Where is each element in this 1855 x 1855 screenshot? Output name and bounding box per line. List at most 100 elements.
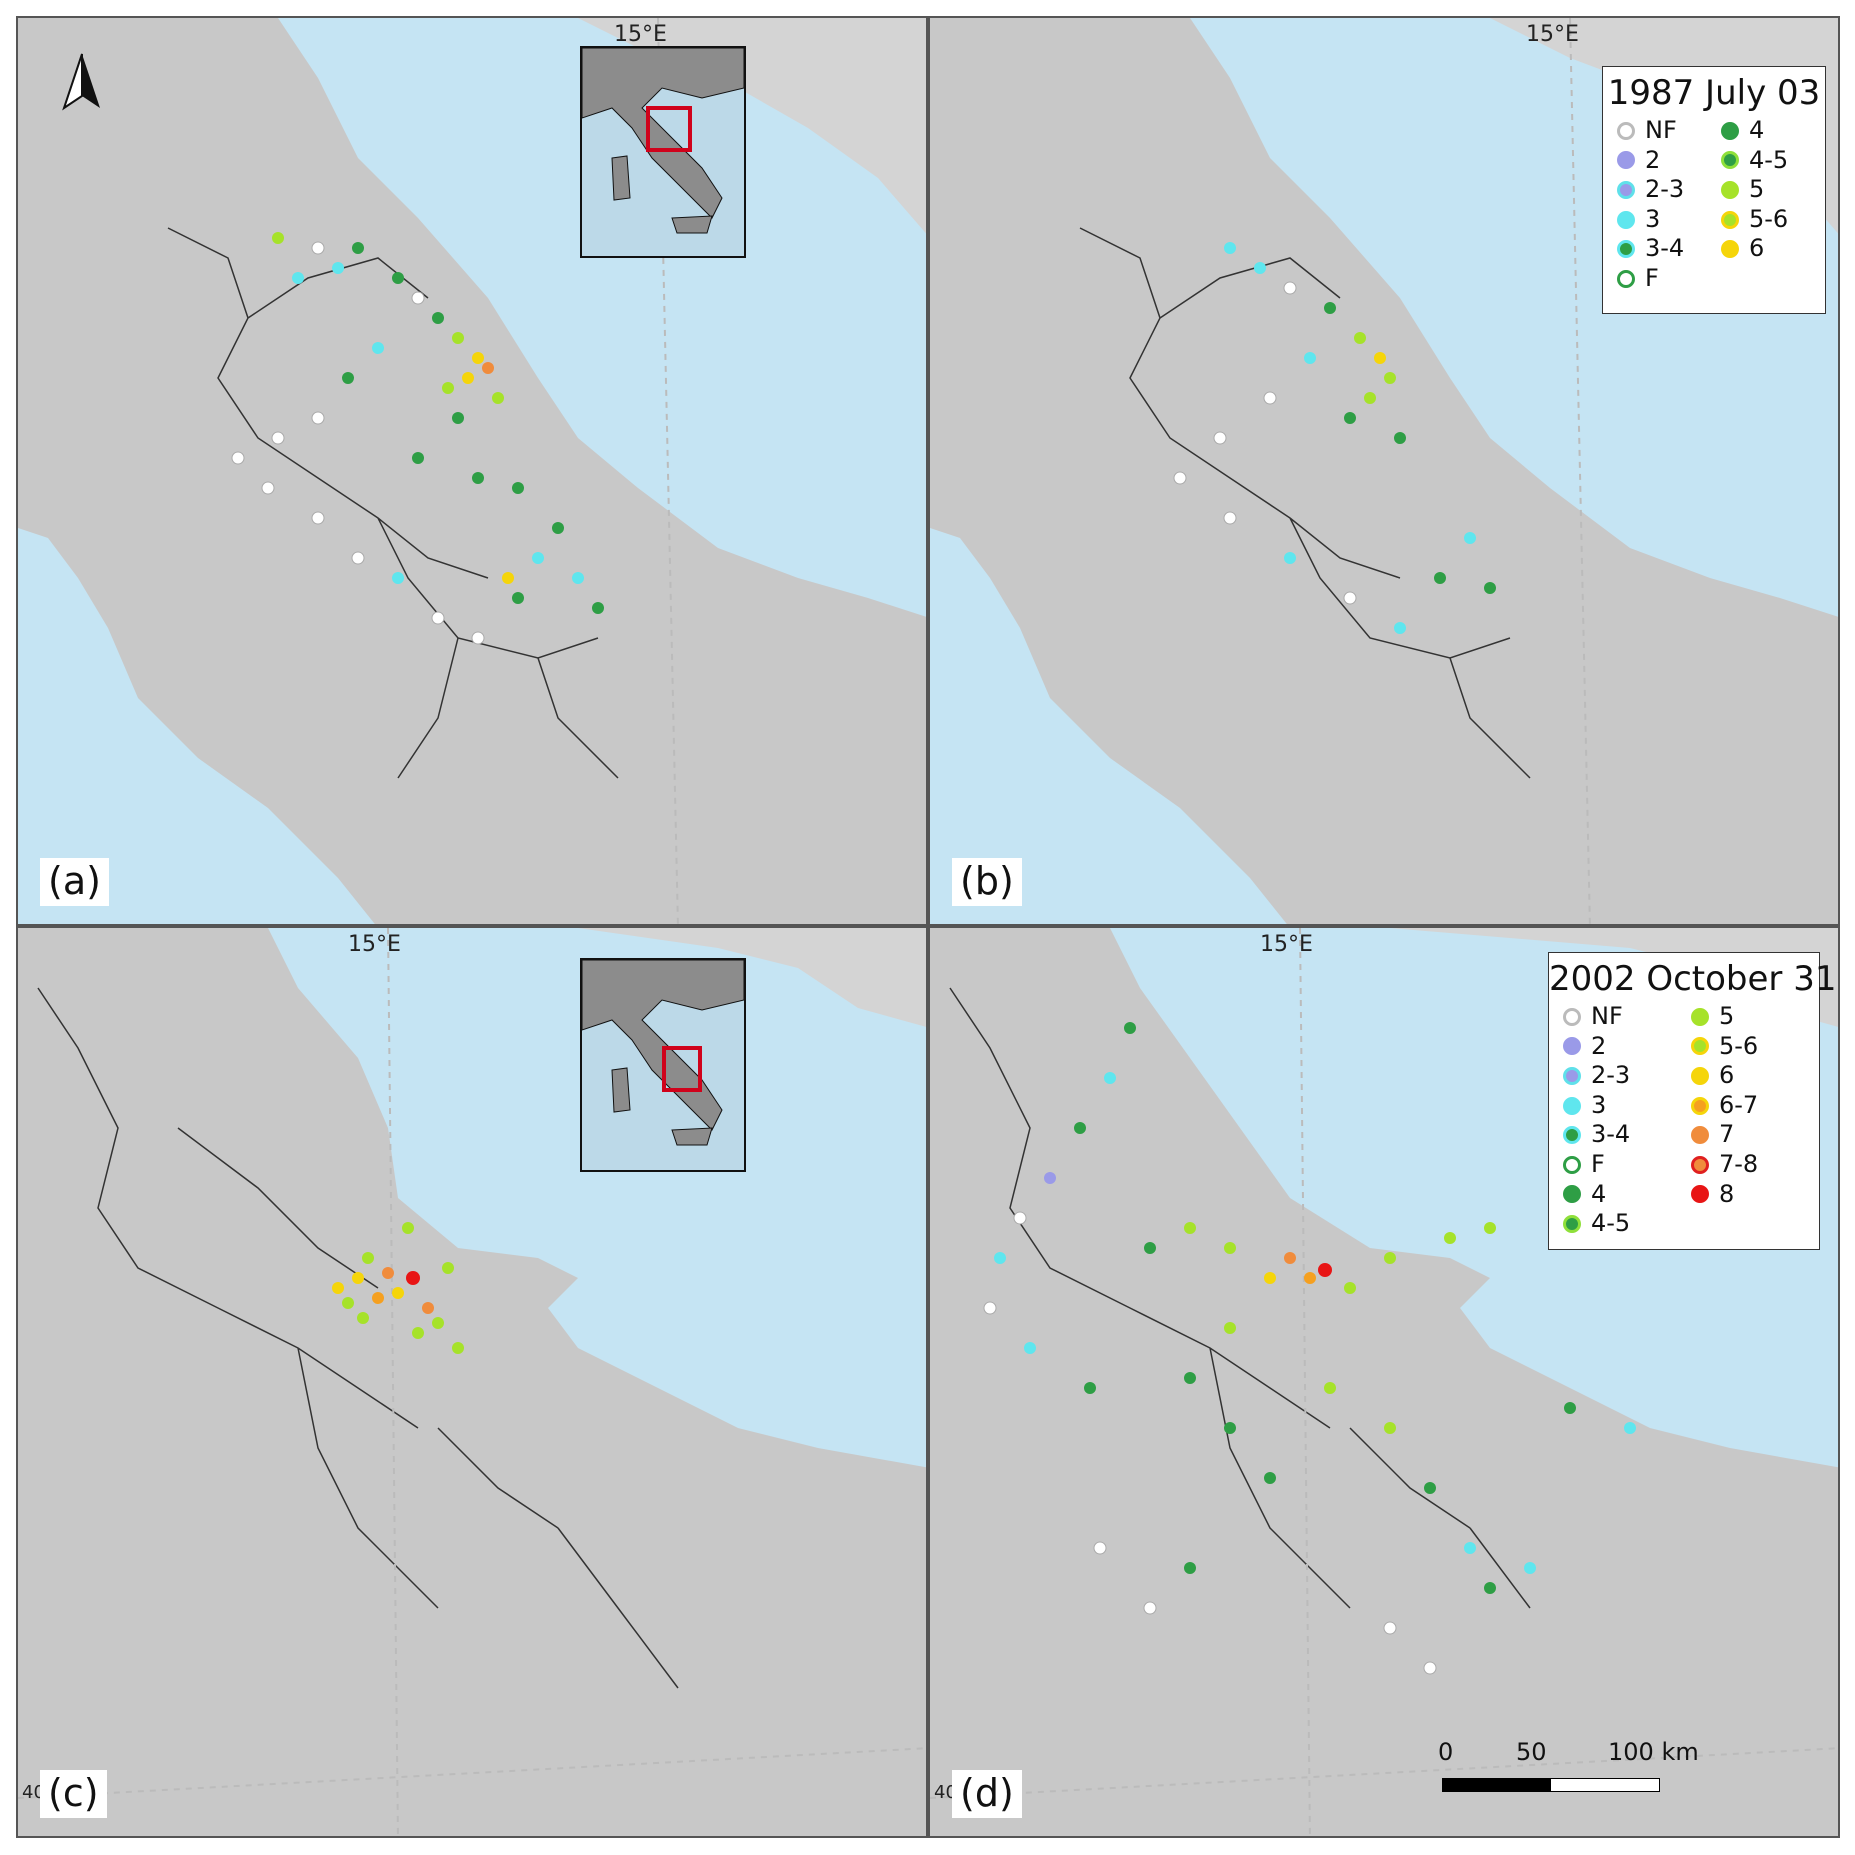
legend-symbol-icon — [1691, 1037, 1709, 1056]
legend-item-label: 2 — [1645, 145, 1661, 174]
scale-label-0: 0 — [1438, 1738, 1454, 1766]
legend-symbol-icon — [1563, 1155, 1581, 1174]
legend-item-label: F — [1645, 263, 1659, 292]
legend-symbol-icon — [1617, 269, 1635, 288]
legend-item-label: 6-7 — [1719, 1090, 1759, 1119]
scale-label-50: 50 — [1516, 1738, 1547, 1766]
scale-label-100: 100 km — [1608, 1738, 1699, 1766]
legend-symbol-icon — [1617, 121, 1635, 140]
locator-inset-a — [580, 46, 746, 258]
legend-item-label: 7-8 — [1719, 1149, 1759, 1178]
legend-symbol-icon — [1563, 1214, 1581, 1233]
peninsula-land — [18, 928, 926, 1836]
legend-item: 2-3 — [1617, 176, 1707, 204]
panel-b-map: 15°E 1987 July 03 NF 4 2 4-5 2-3 5 3 5-6 3-4 6 F (… — [928, 16, 1840, 926]
legend-symbol-icon — [1563, 1185, 1581, 1204]
scale-bar-white — [1550, 1778, 1660, 1792]
legend-item-label: 2-3 — [1645, 175, 1685, 204]
latitude-label: 40 — [934, 1782, 957, 1803]
legend-item: 5 — [1721, 176, 1811, 204]
legend-item: 7 — [1691, 1121, 1805, 1149]
locator-inset-c — [580, 958, 746, 1172]
legend-item: 3 — [1617, 205, 1707, 234]
legend-symbol-icon — [1721, 210, 1739, 229]
legend-item: 6 — [1691, 1062, 1805, 1090]
scale-bar-black — [1442, 1778, 1552, 1792]
panel-label: (c) — [40, 1770, 107, 1818]
legend-item-label: 4-5 — [1749, 145, 1789, 174]
peninsula-land — [930, 18, 1838, 924]
peninsula-land — [18, 18, 926, 924]
legend-item: 5-6 — [1691, 1032, 1805, 1061]
legend-item: 4 — [1721, 116, 1811, 145]
legend-item: 3-4 — [1617, 235, 1707, 263]
legend-symbol-icon — [1563, 1066, 1581, 1085]
legend-symbol-icon — [1691, 1155, 1709, 1174]
legend-symbol-icon — [1691, 1185, 1709, 1204]
legend-item-label: 5-6 — [1749, 204, 1789, 233]
region-borders — [37, 987, 679, 1689]
map-c-basemap — [18, 928, 926, 1836]
legend-item-label: 4-5 — [1591, 1209, 1631, 1238]
legend-item: 5 — [1691, 1002, 1805, 1031]
legend-item: 3 — [1563, 1091, 1677, 1120]
legend-symbol-icon — [1563, 1037, 1581, 1056]
legend-item: 2 — [1563, 1031, 1677, 1061]
legend-item: 6 — [1721, 235, 1811, 263]
legend-title: 2002 October 31 — [1549, 959, 1837, 999]
legend-item: 4-5 — [1721, 145, 1811, 175]
legend-item: 4 — [1563, 1179, 1677, 1209]
legend-item-label: 4 — [1591, 1179, 1607, 1208]
legend-symbol-icon — [1721, 121, 1739, 140]
map-b-basemap — [930, 18, 1838, 924]
legend-item-label: NF — [1645, 116, 1677, 144]
legend-item-label: NF — [1591, 1002, 1623, 1030]
legend-item-label: 8 — [1719, 1179, 1735, 1208]
intensity-points-c — [332, 1222, 464, 1354]
legend-item-label: 5 — [1719, 1002, 1735, 1030]
region-borders — [949, 987, 1531, 1609]
legend-symbol-icon — [1691, 1007, 1709, 1026]
legend-item: 3-4 — [1563, 1121, 1677, 1149]
panel-c-map: 15°E 40 (c) — [16, 926, 928, 1838]
legend-item-label: 2 — [1591, 1031, 1607, 1060]
balkan-land — [578, 928, 926, 1027]
legend-symbol-icon — [1617, 151, 1635, 170]
panel-d-map: 15°E 40 2002 October 31 NF 5 2 5-6 2-3 6 3 6-7 3… — [928, 926, 1840, 1838]
legend-item-label: 5 — [1749, 175, 1765, 204]
meridian-label: 15°E — [614, 22, 667, 47]
panel-label: (d) — [952, 1770, 1022, 1818]
peninsula-land — [930, 928, 1838, 1836]
north-arrow-icon — [62, 52, 102, 116]
scale-bar: 0 50 100 km — [1438, 1738, 1699, 1798]
latitude-label: 40 — [22, 1782, 45, 1803]
legend-symbol-icon — [1691, 1126, 1709, 1145]
legend-item-label: F — [1591, 1149, 1605, 1178]
legend-item: 6-7 — [1691, 1090, 1805, 1120]
legend-item-label: 3-4 — [1645, 234, 1685, 263]
legend-symbol-icon — [1691, 1096, 1709, 1115]
legend-symbol-icon — [1721, 151, 1739, 170]
legend-item-label: 6 — [1749, 234, 1765, 263]
legend-symbol-icon — [1691, 1066, 1709, 1085]
legend-item: 8 — [1691, 1179, 1805, 1209]
map-a-basemap — [18, 18, 926, 924]
legend-2002: 2002 October 31 NF 5 2 5-6 2-3 6 3 6-7 3-4 7 F 7-8 4… — [1548, 952, 1837, 1250]
legend-item: 2-3 — [1563, 1062, 1677, 1090]
legend-item-label: 2-3 — [1591, 1061, 1631, 1090]
panel-label: (a) — [40, 858, 109, 906]
legend-symbol-icon — [1617, 180, 1635, 199]
legend-item-label: 7 — [1719, 1120, 1735, 1149]
intensity-points-d — [983, 1022, 1636, 1675]
legend-item: NF — [1563, 1002, 1677, 1031]
legend-item: 4-5 — [1563, 1210, 1677, 1238]
balkan-land — [578, 18, 926, 234]
legend-symbol-icon — [1721, 180, 1739, 199]
panel-label: (b) — [952, 858, 1022, 906]
legend-item: 5-6 — [1721, 204, 1811, 234]
legend-symbol-icon — [1721, 240, 1739, 259]
meridian-label: 15°E — [348, 932, 401, 957]
legend-item: 2 — [1617, 145, 1707, 175]
legend-item: 7-8 — [1691, 1149, 1805, 1179]
legend-items: NF 5 2 5-6 2-3 6 3 6-7 3-4 7 F 7-8 4 8 4-5 — [1549, 999, 1819, 1246]
